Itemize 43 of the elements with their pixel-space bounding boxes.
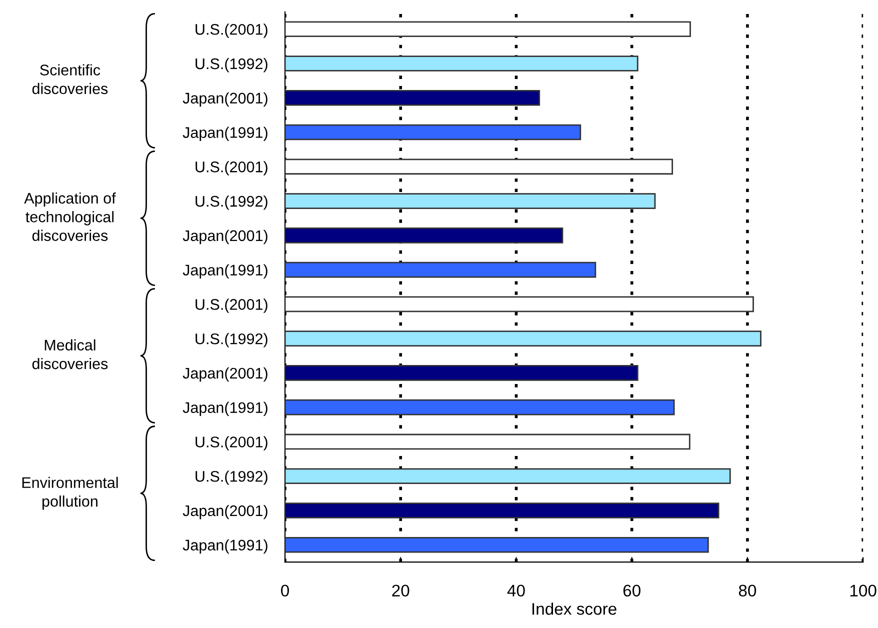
bar [285, 468, 731, 484]
y-tick-label: U.S.(2001) [196, 436, 268, 450]
x-tick-label: 0 [281, 584, 289, 597]
bar [285, 21, 691, 38]
bar [285, 228, 564, 244]
y-tick-label: Japan(2001) [182, 92, 268, 107]
y-tick-label: U.S.(2001) [196, 161, 268, 176]
bar [285, 90, 540, 106]
x-axis-title: Index score [532, 602, 616, 615]
bar [285, 502, 720, 518]
y-tick-label: U.S.(1992) [196, 333, 268, 348]
text: Application of technological discoveries [24, 192, 116, 241]
y-tick-label: Japan(1991) [182, 264, 268, 279]
text: Scientific discoveries [32, 64, 108, 94]
x-tick-label: 40 [507, 584, 525, 597]
bar [285, 330, 762, 346]
bar [285, 536, 709, 553]
y-tick-label: Japan(1991) [182, 539, 268, 554]
bar [285, 56, 638, 72]
y-tick-label: U.S.(1992) [196, 58, 268, 72]
y-tick-label: Japan(2001) [182, 367, 268, 382]
y-tick-label: U.S.(2001) [196, 298, 268, 313]
bar [285, 434, 690, 450]
y-tick-label: Japan(1991) [182, 126, 268, 141]
y-tick-label: Japan(1991) [182, 402, 268, 416]
bar [285, 193, 656, 209]
x-tick-label: 20 [392, 584, 410, 597]
bar [285, 365, 638, 381]
y-tick-label: U.S.(1992) [196, 196, 268, 210]
bar [285, 158, 674, 175]
x-tick-label: 80 [738, 584, 756, 597]
bar [285, 124, 582, 140]
y-tick-label: Japan(2001) [182, 230, 268, 244]
bar [285, 399, 675, 416]
x-tick-label: 100 [850, 584, 876, 597]
y-tick-label: Japan(2001) [182, 504, 268, 520]
bar [285, 296, 754, 312]
text: Environmental pollution [22, 476, 118, 510]
y-tick-label: U.S.(1992) [196, 470, 268, 485]
x-tick-label: 60 [623, 584, 640, 597]
y-tick-label: U.S.(2001) [196, 24, 268, 38]
text: Medical discoveries [32, 339, 108, 370]
bar [285, 262, 596, 278]
